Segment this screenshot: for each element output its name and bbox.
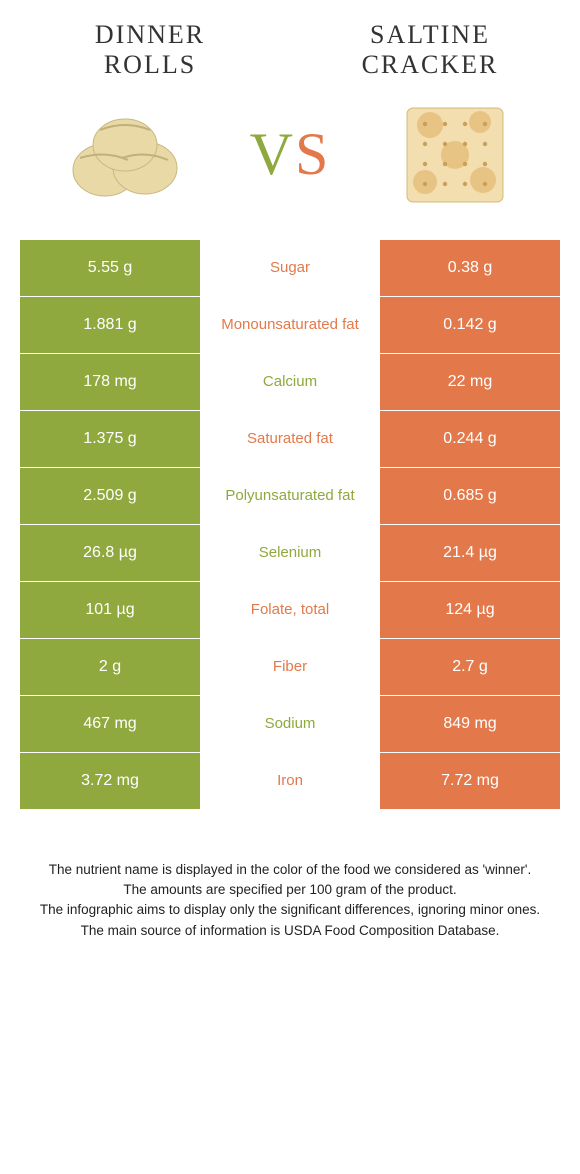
footer-line3: The infographic aims to display only the… <box>30 900 550 920</box>
left-value: 1.881 g <box>20 297 200 353</box>
right-value: 21.4 µg <box>380 525 560 581</box>
right-title-line2: CRACKER <box>362 50 499 79</box>
vs-label: VS <box>250 120 331 189</box>
nutrient-name: Calcium <box>200 354 380 410</box>
table-row: 101 µgFolate, total124 µg <box>20 582 560 639</box>
table-row: 178 mgCalcium22 mg <box>20 354 560 411</box>
nutrient-name: Fiber <box>200 639 380 695</box>
left-food-title: DINNER ROLLS <box>50 20 250 80</box>
left-value: 101 µg <box>20 582 200 638</box>
right-title-line1: SALTINE <box>370 20 490 49</box>
vs-s: S <box>295 121 330 187</box>
right-food-title: SALTINE CRACKER <box>330 20 530 80</box>
right-value: 0.38 g <box>380 240 560 296</box>
right-value: 2.7 g <box>380 639 560 695</box>
table-row: 3.72 mgIron7.72 mg <box>20 753 560 810</box>
right-value: 849 mg <box>380 696 560 752</box>
nutrient-name: Selenium <box>200 525 380 581</box>
left-value: 3.72 mg <box>20 753 200 809</box>
table-row: 1.881 gMonounsaturated fat0.142 g <box>20 297 560 354</box>
footer-line2: The amounts are specified per 100 gram o… <box>30 880 550 900</box>
header-titles: DINNER ROLLS SALTINE CRACKER <box>0 0 580 90</box>
nutrient-name: Sugar <box>200 240 380 296</box>
left-title-line1: DINNER <box>95 20 205 49</box>
dinner-rolls-icon <box>50 100 200 210</box>
saltine-cracker-icon <box>380 100 530 210</box>
table-row: 5.55 gSugar0.38 g <box>20 240 560 297</box>
left-value: 26.8 µg <box>20 525 200 581</box>
right-value: 124 µg <box>380 582 560 638</box>
table-row: 467 mgSodium849 mg <box>20 696 560 753</box>
nutrient-name: Folate, total <box>200 582 380 638</box>
left-value: 467 mg <box>20 696 200 752</box>
table-row: 26.8 µgSelenium21.4 µg <box>20 525 560 582</box>
nutrient-name: Iron <box>200 753 380 809</box>
right-value: 0.142 g <box>380 297 560 353</box>
left-value: 1.375 g <box>20 411 200 467</box>
table-row: 2.509 gPolyunsaturated fat0.685 g <box>20 468 560 525</box>
left-value: 5.55 g <box>20 240 200 296</box>
nutrient-name: Saturated fat <box>200 411 380 467</box>
nutrient-table: 5.55 gSugar0.38 g1.881 gMonounsaturated … <box>20 240 560 810</box>
nutrient-name: Monounsaturated fat <box>200 297 380 353</box>
right-value: 0.244 g <box>380 411 560 467</box>
left-value: 178 mg <box>20 354 200 410</box>
footer-line1: The nutrient name is displayed in the co… <box>30 860 550 880</box>
nutrient-name: Polyunsaturated fat <box>200 468 380 524</box>
nutrient-name: Sodium <box>200 696 380 752</box>
left-value: 2.509 g <box>20 468 200 524</box>
right-value: 0.685 g <box>380 468 560 524</box>
left-value: 2 g <box>20 639 200 695</box>
footer-line4: The main source of information is USDA F… <box>30 921 550 941</box>
vs-v: V <box>250 121 295 187</box>
right-value: 7.72 mg <box>380 753 560 809</box>
table-row: 1.375 gSaturated fat0.244 g <box>20 411 560 468</box>
images-row: VS <box>0 90 580 240</box>
left-title-line2: ROLLS <box>104 50 196 79</box>
footer-notes: The nutrient name is displayed in the co… <box>0 810 580 941</box>
table-row: 2 gFiber2.7 g <box>20 639 560 696</box>
right-value: 22 mg <box>380 354 560 410</box>
